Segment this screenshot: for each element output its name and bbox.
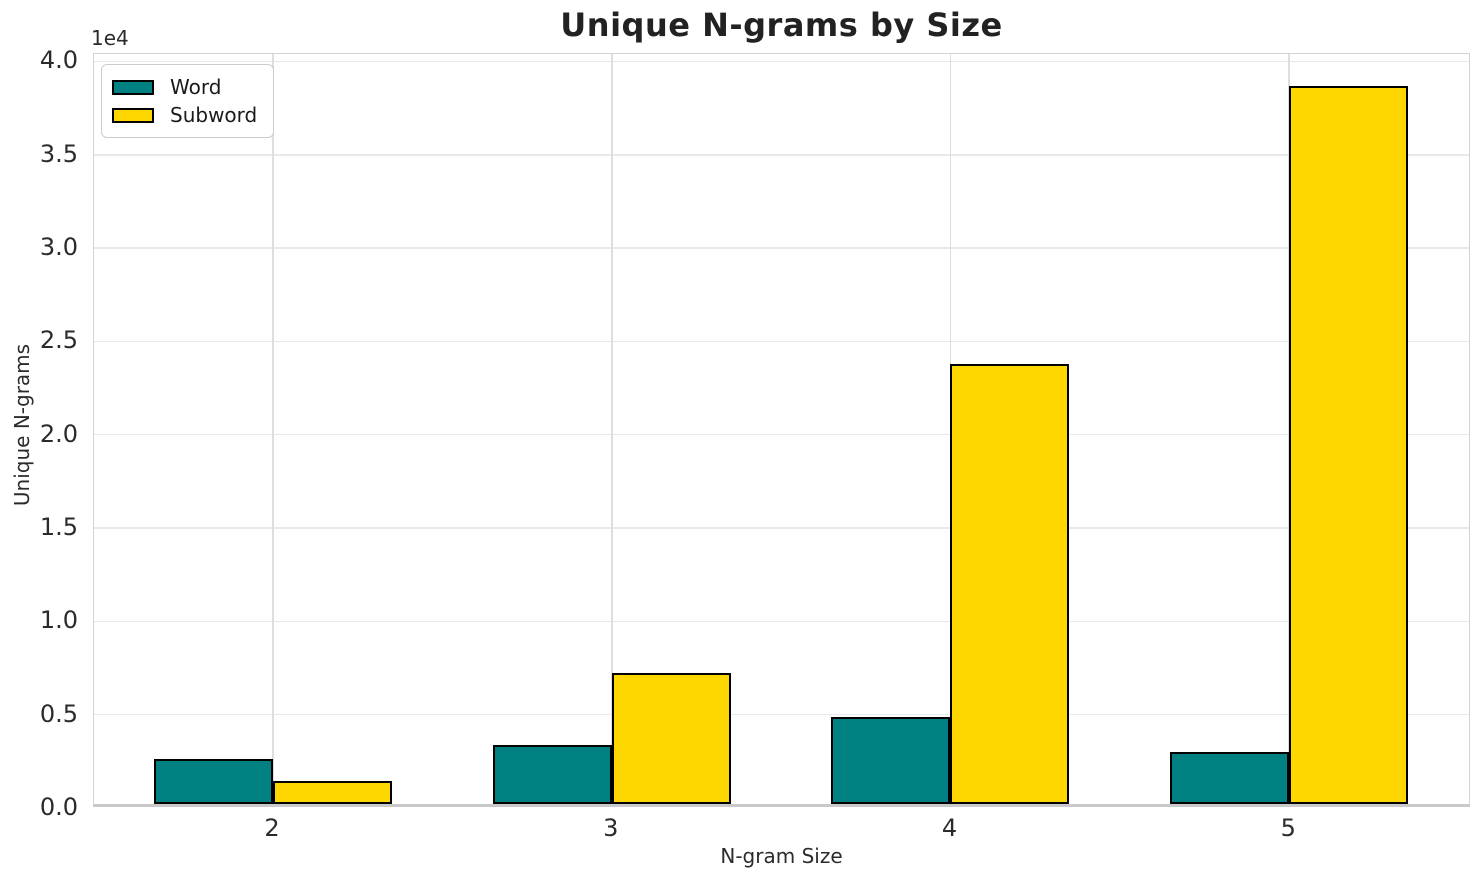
- y-tick-label: 0.0: [39, 793, 78, 821]
- x-tick-label: 3: [603, 814, 619, 842]
- legend-item-word: Word: [112, 73, 257, 101]
- legend-item-subword: Subword: [112, 101, 257, 129]
- y-tick-label: 2.5: [39, 326, 78, 355]
- h-gridline: [94, 247, 1469, 249]
- bar-subword-4: [950, 363, 1070, 804]
- plot-area: Word Subword: [93, 53, 1470, 807]
- legend: Word Subword: [101, 64, 275, 138]
- h-gridline: [94, 527, 1469, 529]
- y-tick-label: 3.5: [39, 139, 78, 168]
- y-tick-label: 3.0: [39, 233, 78, 262]
- x-tick-label: 2: [264, 814, 280, 842]
- subword-series-swatch: [112, 107, 154, 123]
- h-gridline: [94, 60, 1469, 63]
- h-gridline: [94, 433, 1469, 436]
- h-gridline: [94, 713, 1469, 716]
- y-tick-label: 4.0: [39, 46, 78, 75]
- y-tick-label: 1.0: [39, 606, 78, 635]
- bar-word-4: [831, 717, 951, 804]
- chart-title: Unique N-grams by Size: [560, 6, 1003, 44]
- bar-word-5: [1170, 751, 1290, 804]
- bar-word-3: [492, 745, 612, 804]
- h-gridline: [94, 154, 1469, 156]
- x-tick-label: 5: [1280, 814, 1296, 842]
- y-tick-label: 0.5: [39, 699, 78, 728]
- bar-subword-3: [611, 673, 731, 804]
- legend-label-subword: Subword: [170, 103, 258, 127]
- y-tick-label: 1.5: [39, 513, 78, 542]
- y-tick-label: 2.0: [39, 419, 78, 448]
- v-gridline: [611, 54, 613, 804]
- legend-label-word: Word: [170, 75, 222, 99]
- bar-subword-5: [1289, 86, 1409, 804]
- v-gridline: [272, 54, 274, 804]
- h-gridline: [94, 340, 1469, 343]
- word-series-swatch: [112, 79, 154, 95]
- x-axis-label: N-gram Size: [720, 844, 843, 868]
- h-gridline: [94, 620, 1469, 623]
- x-tick-label: 4: [941, 814, 958, 842]
- y-axis-offset-text: 1e4: [91, 26, 129, 50]
- bar-subword-2: [273, 780, 392, 804]
- bar-word-2: [154, 759, 273, 804]
